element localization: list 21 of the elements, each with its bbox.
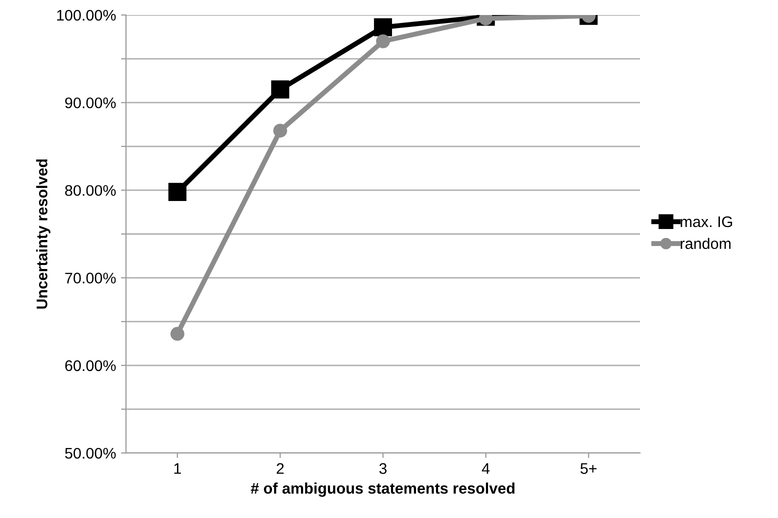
y-tick-label: 50.00%	[65, 448, 116, 459]
y-tick-label: 70.00%	[65, 272, 116, 284]
point	[271, 80, 290, 98]
x-tick-label: 2	[276, 463, 284, 474]
legend-label: max. IG	[680, 216, 732, 228]
point	[168, 182, 186, 201]
y-tick-label: 80.00%	[65, 185, 116, 196]
point	[273, 124, 288, 138]
y-tick-label: 100.00%	[57, 10, 116, 21]
legend-label: random	[680, 238, 731, 250]
x-tick-label: 4	[482, 463, 490, 474]
x-tick-label: 3	[379, 463, 387, 474]
x-tick-label: 1	[174, 463, 181, 474]
y-tick-label: 60.00%	[65, 360, 116, 372]
y-axis-title: Uncertainty resolved	[36, 159, 50, 309]
x-tick-label: 5+	[580, 463, 597, 474]
y-tick-label: 90.00%	[65, 97, 116, 108]
point	[374, 18, 392, 36]
point	[376, 34, 390, 48]
x-axis-title: # of ambiguous statements resolved	[250, 482, 514, 497]
point	[170, 326, 184, 341]
